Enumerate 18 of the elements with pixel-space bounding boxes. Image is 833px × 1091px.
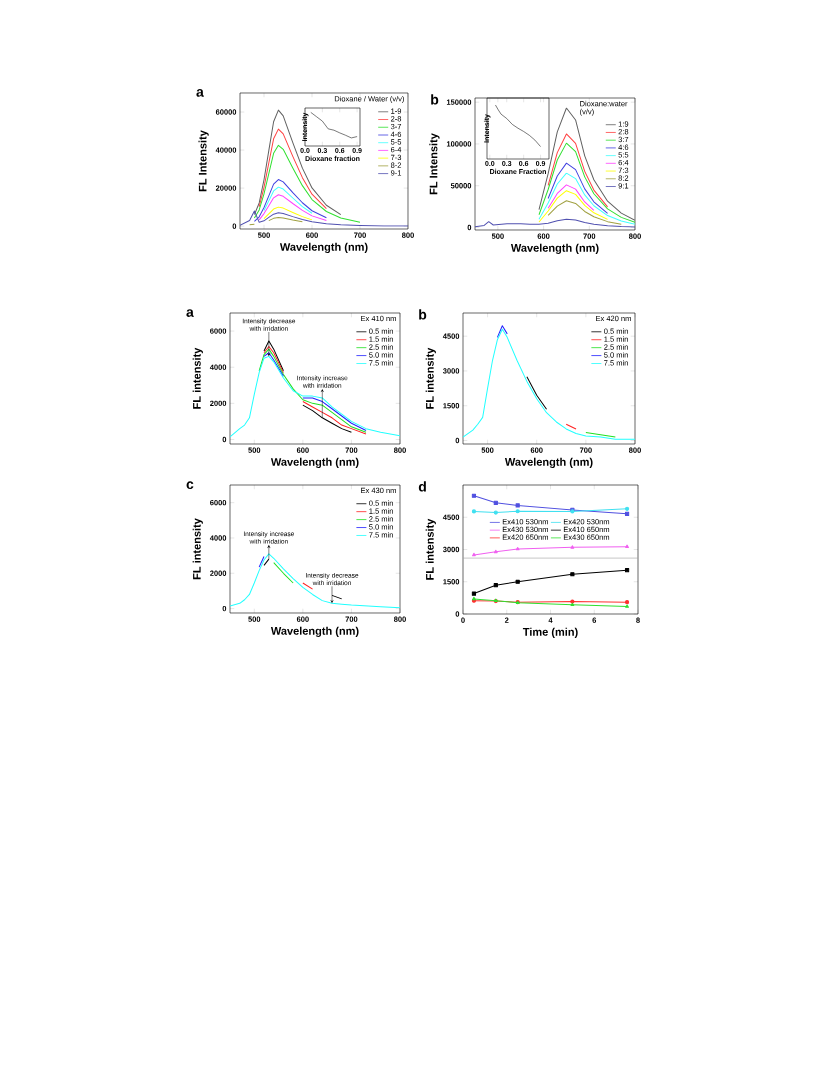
chart-title: c xyxy=(186,481,194,490)
y-axis-title: FL intensity xyxy=(192,518,203,580)
y-axis-title: FL intensity xyxy=(192,347,203,409)
x-axis-title: Time (min) xyxy=(522,627,578,638)
y-axis-title: FL Intensity xyxy=(429,133,440,195)
x-axis-title: Wavelength (nm) xyxy=(279,242,368,254)
x-axis-title: Wavelength (nm) xyxy=(270,626,359,638)
chart-title: d xyxy=(418,481,426,492)
chart-title: b xyxy=(419,309,427,320)
y-axis-title: FL Intensity xyxy=(198,130,209,192)
x-axis-title: Wavelength (nm) xyxy=(270,457,359,469)
chart-title: a xyxy=(186,309,194,317)
x-axis-title: Wavelength (nm) xyxy=(510,243,599,255)
y-axis-title: FL intensity xyxy=(425,518,436,580)
x-axis-title: Wavelength (nm) xyxy=(504,457,593,469)
chart-title: a xyxy=(196,89,204,97)
chart-title: b xyxy=(431,94,439,105)
y-axis-title: FL intensity xyxy=(425,347,436,409)
